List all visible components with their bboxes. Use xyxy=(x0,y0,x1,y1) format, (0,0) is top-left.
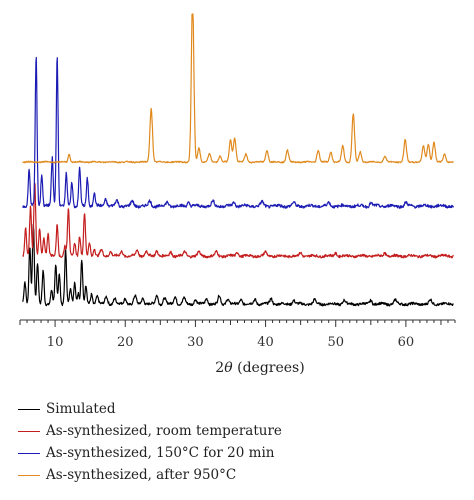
x-tick-label: 30 xyxy=(187,335,204,350)
legend-swatch-950c xyxy=(18,474,40,476)
x-axis-title-suffix: (degrees) xyxy=(233,360,305,376)
x-axis-title: 2θ (degrees) xyxy=(215,360,304,376)
x-tick-label: 60 xyxy=(398,335,415,350)
series-line-simulated xyxy=(22,223,454,307)
legend-label-room-temperature: As-synthesized, room temperature xyxy=(46,423,282,439)
x-axis-title-symbol: θ xyxy=(224,360,233,376)
legend-swatch-room-temperature xyxy=(18,430,40,432)
series-line-150c xyxy=(22,56,455,209)
x-axis-ticks: 10 20 30 40 50 60 xyxy=(19,320,456,350)
legend-swatch-150c xyxy=(18,452,40,454)
series-layer xyxy=(22,13,455,307)
legend-label-950c: As-synthesized, after 950°C xyxy=(46,467,237,483)
series-line-room-temperature xyxy=(22,182,454,259)
legend-item-room-temperature: As-synthesized, room temperature xyxy=(18,420,282,442)
legend: Simulated As-synthesized, room temperatu… xyxy=(18,398,282,486)
legend-item-950c: As-synthesized, after 950°C xyxy=(18,464,282,486)
legend-label-simulated: Simulated xyxy=(46,401,116,417)
series-line-950c xyxy=(22,13,454,164)
x-tick-label: 50 xyxy=(327,335,344,350)
legend-item-simulated: Simulated xyxy=(18,398,282,420)
x-tick-label: 20 xyxy=(117,335,134,350)
legend-item-150c: As-synthesized, 150°C for 20 min xyxy=(18,442,282,464)
legend-label-150c: As-synthesized, 150°C for 20 min xyxy=(46,445,275,461)
legend-swatch-simulated xyxy=(18,408,40,410)
x-tick-label: 40 xyxy=(257,335,274,350)
x-axis-title-prefix: 2 xyxy=(215,360,224,376)
xrd-chart: 10 20 30 40 50 60 2θ (degrees) xyxy=(19,13,456,376)
x-tick-label: 10 xyxy=(47,335,64,350)
